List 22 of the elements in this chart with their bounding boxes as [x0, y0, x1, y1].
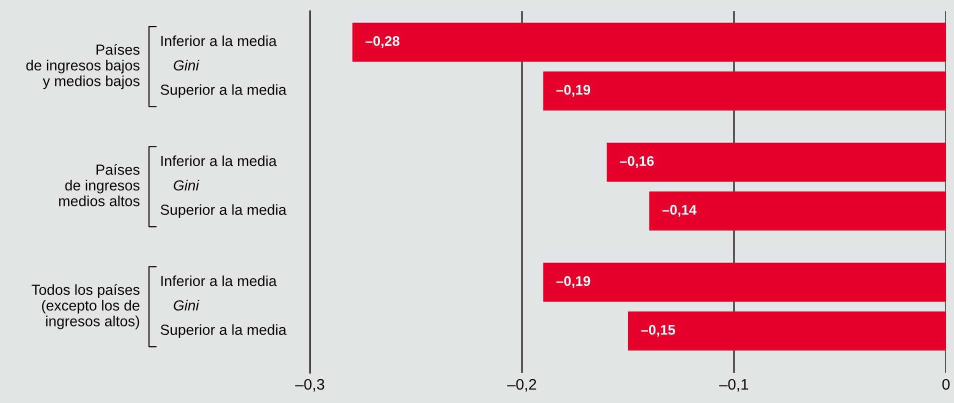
- text: Países de ingresos medios altos: [59, 164, 140, 206]
- y-tick-label: Superior a la media: [160, 204, 286, 218]
- text: Gini: [174, 180, 200, 191]
- x-tick-label: –0,1: [719, 378, 748, 392]
- y-tick-label: Inferior a la media: [161, 35, 277, 46]
- text: Gini: [174, 60, 200, 71]
- y-tick-label: Superior a la media: [160, 324, 286, 338]
- y-tick-label: Superior a la media: [160, 84, 286, 98]
- text: Países de ingresos bajos y medios bajos: [26, 44, 140, 90]
- x-tick-label: –0,3: [295, 378, 324, 392]
- y-tick-label: Inferior a la media: [161, 155, 277, 166]
- x-tick-label: –0,2: [507, 378, 536, 392]
- y-tick-label: Inferior a la media: [161, 275, 277, 286]
- data-label: –0,14: [662, 204, 697, 217]
- x-tick-label: 0: [942, 378, 950, 390]
- text: Gini: [174, 300, 200, 311]
- data-label: –0,19: [556, 84, 590, 97]
- data-label: –0,16: [620, 156, 654, 168]
- data-label: –0,19: [556, 276, 590, 288]
- text: Todos los países (excepto los de ingresos altos): [32, 284, 140, 330]
- data-label: –0,15: [641, 324, 676, 337]
- data-label: –0,28: [366, 36, 400, 48]
